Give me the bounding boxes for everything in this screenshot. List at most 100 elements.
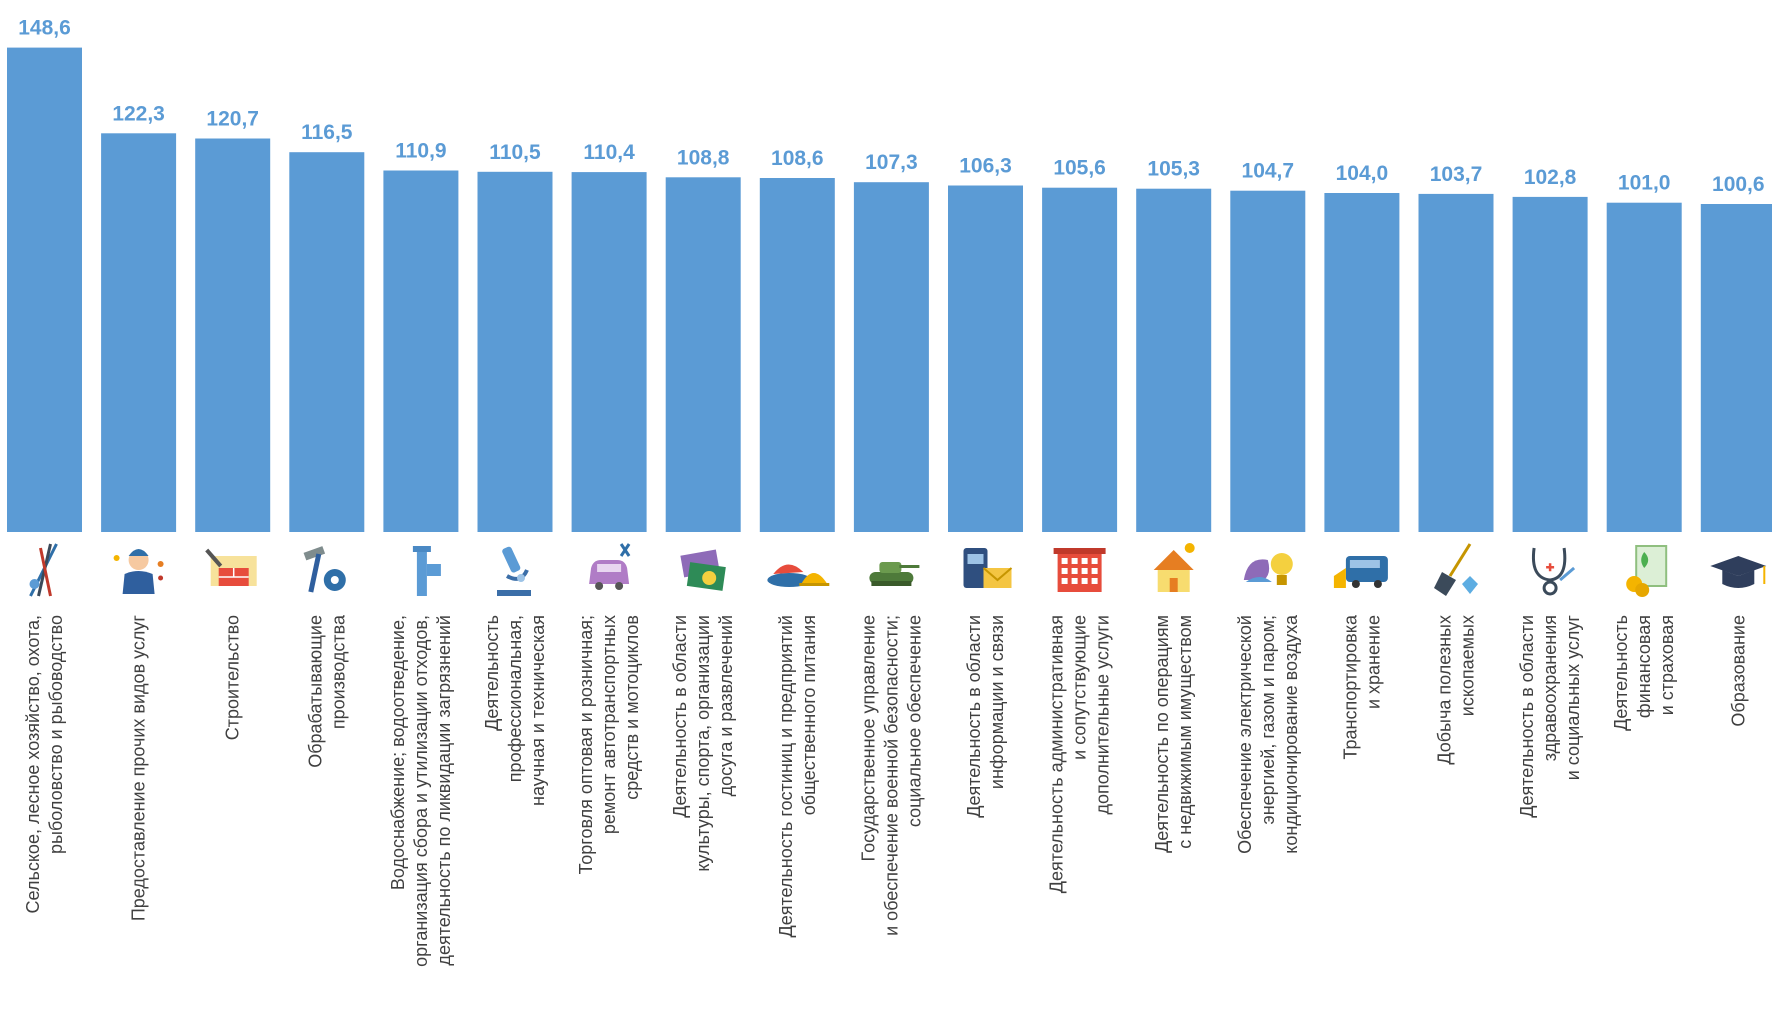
category-label-line: досуга и развлечений xyxy=(716,615,736,796)
value-label-8: 108,8 xyxy=(677,146,730,169)
category-label-line: Образование xyxy=(1728,615,1748,727)
bar-19 xyxy=(1700,204,1772,532)
value-label-12: 105,6 xyxy=(1053,157,1106,180)
category-label-line: Деятельность в области xyxy=(1517,615,1537,818)
bus-icon xyxy=(1333,556,1388,588)
value-label-4: 116,5 xyxy=(301,121,353,144)
category-label-line: Деятельность административная xyxy=(1047,615,1067,893)
category-label-line: Обеспечение электрической xyxy=(1235,615,1255,854)
hammer-gear-icon xyxy=(303,546,346,593)
shovel-diamond-icon xyxy=(1434,543,1478,596)
category-label-line: и социальных услуг xyxy=(1563,615,1583,781)
value-labels-layer: 148,6 122,3 120,7 116,5 110,9 110,5 110,4 108,8… xyxy=(18,17,1764,196)
house-key-icon xyxy=(1153,543,1195,592)
category-label-15: Транспортировка и хранение xyxy=(1340,614,1383,759)
category-label-line: социальное обеспечение xyxy=(904,615,924,827)
telephone-mail-icon xyxy=(963,548,1013,588)
category-label-line: Добыча полезных xyxy=(1435,615,1455,765)
category-label-line: научная и техническая xyxy=(528,615,548,806)
category-label-line: энергией, газом и паром; xyxy=(1258,615,1278,824)
category-label-line: ремонт автотранспортных xyxy=(599,615,619,834)
bar-2 xyxy=(101,133,177,533)
microscope-icon xyxy=(497,546,531,596)
category-label-line: организация сбора и утилизации отходов, xyxy=(411,615,431,967)
bar-8 xyxy=(665,177,741,533)
category-label-line: Деятельность в области xyxy=(670,615,690,818)
category-label-line: кондиционирование воздуха xyxy=(1281,614,1301,854)
value-label-15: 104,0 xyxy=(1336,162,1389,185)
category-label-4: Обрабатывающие производства xyxy=(305,614,348,768)
category-label-line: информации и связи xyxy=(987,615,1007,789)
bar-15 xyxy=(1324,193,1400,532)
bar-5 xyxy=(383,170,459,532)
category-label-line: Предоставление прочих видов услуг xyxy=(129,615,149,922)
water-pipe-icon xyxy=(412,546,441,596)
category-label-3: Строительство xyxy=(223,615,243,740)
category-label-line: общественного питания xyxy=(799,615,819,815)
value-label-13: 105,3 xyxy=(1147,158,1200,181)
category-label-line: Государственное управление xyxy=(858,615,878,861)
bar-1 xyxy=(7,47,82,532)
category-label-9: Деятельность гостиниц и предприятий общес… xyxy=(776,615,819,938)
category-label-13: Деятельность по операциям с недвижимым им… xyxy=(1152,615,1195,853)
value-label-16: 103,7 xyxy=(1430,163,1483,186)
category-label-14: Обеспечение электрической энергией, газом… xyxy=(1235,614,1301,854)
bar-3 xyxy=(195,138,271,532)
graduation-cap-icon xyxy=(1710,556,1767,588)
finance-coins-icon xyxy=(1626,545,1668,597)
category-label-line: рыболовство и рыбоводство xyxy=(46,615,66,854)
category-label-line: Обрабатывающие xyxy=(305,615,325,768)
category-label-8: Деятельность в области культуры, спорта, … xyxy=(670,615,736,872)
value-label-1: 148,6 xyxy=(18,17,71,40)
value-label-5: 110,9 xyxy=(395,140,446,163)
military-tank-icon xyxy=(869,562,920,586)
category-label-line: Деятельность по операциям xyxy=(1152,615,1172,853)
category-label-line: Строительство xyxy=(223,615,243,740)
value-label-7: 110,4 xyxy=(583,141,635,164)
category-label-line: Транспортировка xyxy=(1340,614,1360,759)
category-label-line: Торговля оптовая и розничная; xyxy=(576,615,596,874)
category-label-line: Деятельность в области xyxy=(964,615,984,818)
category-label-line: культуры, спорта, организации xyxy=(693,615,713,872)
bar-12 xyxy=(1042,187,1118,532)
value-label-10: 107,3 xyxy=(865,151,918,174)
fishing-rod-icon xyxy=(29,543,58,597)
bar-16 xyxy=(1418,193,1494,532)
bar-11 xyxy=(948,185,1023,532)
category-label-line: Деятельность xyxy=(482,615,502,731)
category-label-line: деятельность по ликвидации загрязнений xyxy=(434,615,454,966)
value-label-3: 120,7 xyxy=(206,108,259,131)
bar-17 xyxy=(1512,196,1588,532)
bar-6 xyxy=(477,171,553,533)
value-label-17: 102,8 xyxy=(1524,166,1577,189)
bar-18 xyxy=(1606,202,1682,532)
category-label-line: Деятельность гостиниц и предприятий xyxy=(776,615,796,938)
category-label-line: и хранение xyxy=(1363,615,1383,709)
stethoscope-icon xyxy=(1531,547,1576,596)
category-label-line: Деятельность xyxy=(1611,615,1631,731)
service-worker-icon xyxy=(113,549,164,594)
bar-14 xyxy=(1230,190,1306,532)
bar-10 xyxy=(853,182,929,532)
category-label-19: Образование xyxy=(1728,615,1748,727)
category-label-2: Предоставление прочих видов услуг xyxy=(129,615,149,922)
value-label-19: 100,6 xyxy=(1712,173,1765,196)
category-label-6: Деятельность профессиональная, научная и т… xyxy=(482,615,548,806)
category-label-line: Водоснабжение; водоотведение, xyxy=(388,615,408,890)
category-label-line: Сельское, лесное хозяйство, охота, xyxy=(23,615,43,913)
theatre-tickets-icon xyxy=(680,549,726,591)
bar-4 xyxy=(289,152,365,532)
category-label-16: Добыча полезных ископаемых xyxy=(1435,615,1478,765)
category-label-line: финансовая xyxy=(1634,615,1654,718)
bar-13 xyxy=(1136,188,1212,532)
category-label-line: здравоохранения xyxy=(1540,615,1560,761)
restaurant-dish-icon xyxy=(767,564,830,587)
value-label-14: 104,7 xyxy=(1242,160,1295,183)
category-label-11: Деятельность в области информации и связи xyxy=(964,615,1007,818)
category-label-1: Сельское, лесное хозяйство, охота, рыболо… xyxy=(23,615,66,913)
category-label-line: и страховая xyxy=(1657,615,1677,715)
value-label-2: 122,3 xyxy=(112,102,165,125)
value-label-9: 108,6 xyxy=(771,147,824,170)
category-label-line: ископаемых xyxy=(1458,615,1478,716)
